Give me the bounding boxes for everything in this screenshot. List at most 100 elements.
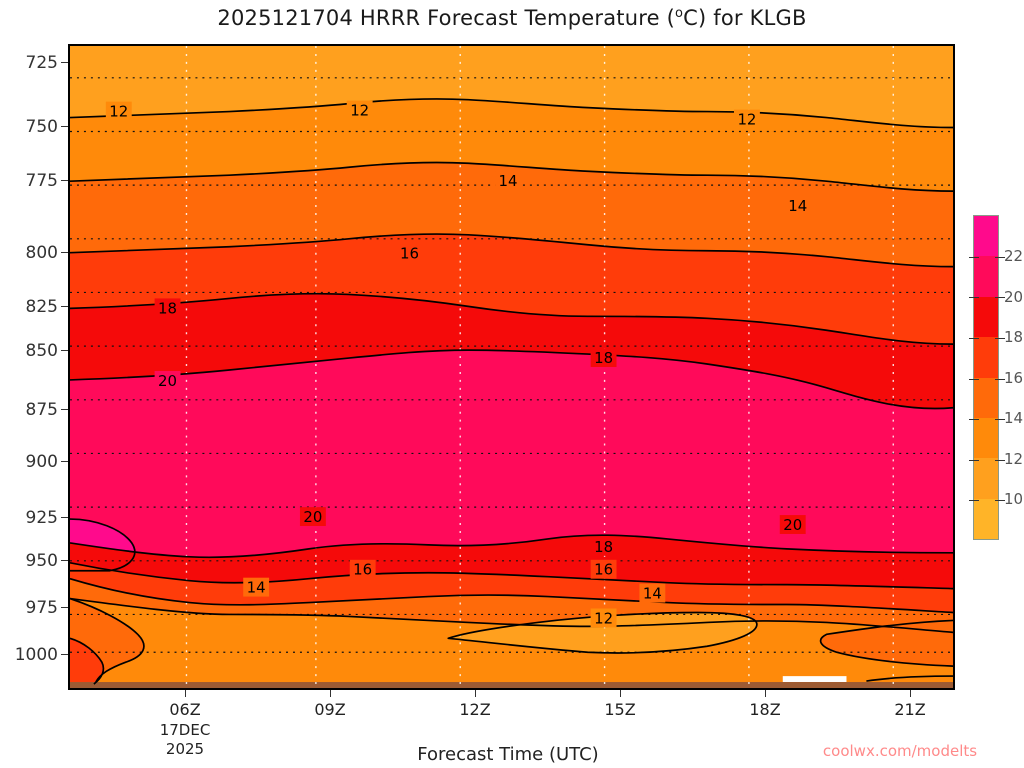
y-tick-label: 850 (25, 341, 58, 361)
svg-text:16: 16 (400, 245, 419, 263)
page-title-post: C) for KLGB (683, 6, 807, 30)
y-tick-label: 725 (25, 53, 58, 73)
y-tick-label: 1000 (14, 645, 58, 665)
colorbar-tick (969, 256, 979, 258)
svg-text:18: 18 (594, 349, 613, 367)
contour-label-12-a: 12 (105, 101, 132, 121)
y-tick-mark (61, 517, 68, 518)
colorbar-band-24 (974, 216, 998, 257)
colorbar-label: 14 (1004, 409, 1024, 427)
date-stamp-month: 17DEC (159, 721, 211, 739)
page-title-pre: 2025121704 HRRR Forecast Temperature ( (217, 6, 675, 30)
x-tick-mark (765, 690, 766, 697)
y-tick-label: 925 (25, 508, 58, 528)
contour-label-16-c: 16 (590, 559, 617, 579)
svg-text:20: 20 (783, 516, 802, 534)
x-tick-mark (910, 690, 911, 697)
contour-label-20-b: 20 (299, 507, 326, 526)
contour-label-14-a: 14 (495, 171, 521, 190)
y-tick-label: 900 (25, 452, 58, 472)
contour-label-12-b: 12 (346, 100, 373, 120)
y-tick-mark (61, 409, 68, 410)
colorbar-tick (969, 459, 979, 461)
colorbar-tick (995, 500, 1005, 502)
colorbar-tick (995, 256, 1005, 258)
contour-label-20-c: 20 (779, 515, 806, 534)
svg-text:12: 12 (350, 102, 369, 120)
y-tick-label: 875 (25, 400, 58, 420)
colorbar-tick (995, 459, 1005, 461)
svg-text:14: 14 (788, 197, 807, 215)
colorbar-label: 12 (1004, 450, 1024, 468)
x-tick-label: 09Z (314, 700, 346, 719)
colorbar-tick (995, 337, 1005, 339)
contour-label-16-a: 16 (396, 243, 423, 263)
svg-text:12: 12 (737, 111, 756, 129)
contour-label-14-c: 14 (243, 577, 270, 597)
x-tick-label: 18Z (749, 700, 781, 719)
y-tick-mark (61, 180, 68, 181)
y-tick-label: 825 (25, 297, 58, 317)
contour-label-20-a: 20 (154, 370, 181, 390)
colorbar-label: 18 (1004, 328, 1024, 346)
svg-text:20: 20 (303, 508, 322, 526)
contour-label-18-c: 18 (590, 536, 617, 556)
colorbar-tick (969, 297, 979, 299)
y-tick-label: 775 (25, 171, 58, 191)
x-tick-label: 21Z (894, 700, 926, 719)
svg-text:16: 16 (594, 561, 613, 579)
contour-labels: 12 12 12 14 (70, 46, 953, 688)
y-tick-mark (61, 252, 68, 253)
contour-label-16-b: 16 (349, 559, 376, 579)
contour-label-18-a: 18 (154, 298, 181, 317)
y-tick-label: 975 (25, 598, 58, 618)
colorbar-band-20 (974, 296, 998, 338)
colorbar-tick (995, 419, 1005, 421)
y-tick-mark (61, 560, 68, 561)
colorbar-tick (969, 419, 979, 421)
colorbar-tick (969, 337, 979, 339)
watermark: coolwx.com/modelts (822, 742, 978, 760)
x-axis-title: Forecast Time (UTC) (417, 744, 599, 765)
y-tick-label: 800 (25, 243, 58, 263)
colorbar-label: 20 (1004, 288, 1024, 306)
svg-text:18: 18 (158, 299, 177, 317)
svg-text:18: 18 (594, 538, 613, 556)
y-tick-mark (61, 654, 68, 655)
degree-superscript: o (674, 6, 684, 21)
contour-label-14-d: 14 (639, 583, 666, 603)
y-tick-mark (61, 62, 68, 63)
x-tick-label: 15Z (604, 700, 636, 719)
x-tick-mark (620, 690, 621, 697)
colorbar-band-12 (974, 458, 998, 499)
page-title: 2025121704 HRRR Forecast Temperature (oC… (0, 6, 1024, 30)
x-tick-mark (185, 690, 186, 697)
colorbar-band-22 (974, 256, 998, 297)
contour-label-14-b: 14 (784, 196, 811, 215)
contour-label-12-d: 12 (590, 608, 617, 627)
contour-line-layer (70, 46, 953, 688)
x-tick-mark (475, 690, 476, 697)
colorbar-tick (995, 378, 1005, 380)
y-tick-label: 750 (25, 117, 58, 137)
colorbar (969, 215, 1005, 540)
contour-plot-area: 12 12 12 14 (68, 44, 955, 690)
colorbar-label: 16 (1004, 369, 1024, 387)
y-tick-mark (61, 461, 68, 462)
svg-text:14: 14 (643, 585, 662, 603)
y-tick-mark (61, 306, 68, 307)
contour-label-18-b: 18 (590, 348, 617, 367)
svg-text:14: 14 (499, 172, 518, 190)
colorbar-tick (969, 500, 979, 502)
y-tick-mark (61, 350, 68, 351)
colorbar-tick (995, 297, 1005, 299)
date-stamp-year: 2025 (165, 740, 205, 758)
colorbar-band-16 (974, 377, 998, 418)
colorbar-label: 10 (1004, 490, 1024, 508)
colorbar-band-18 (974, 337, 998, 378)
colorbar-tick (969, 378, 979, 380)
svg-text:20: 20 (158, 372, 177, 390)
svg-text:12: 12 (594, 609, 613, 627)
colorbar-band-14 (974, 417, 998, 459)
x-tick-label: 12Z (459, 700, 491, 719)
